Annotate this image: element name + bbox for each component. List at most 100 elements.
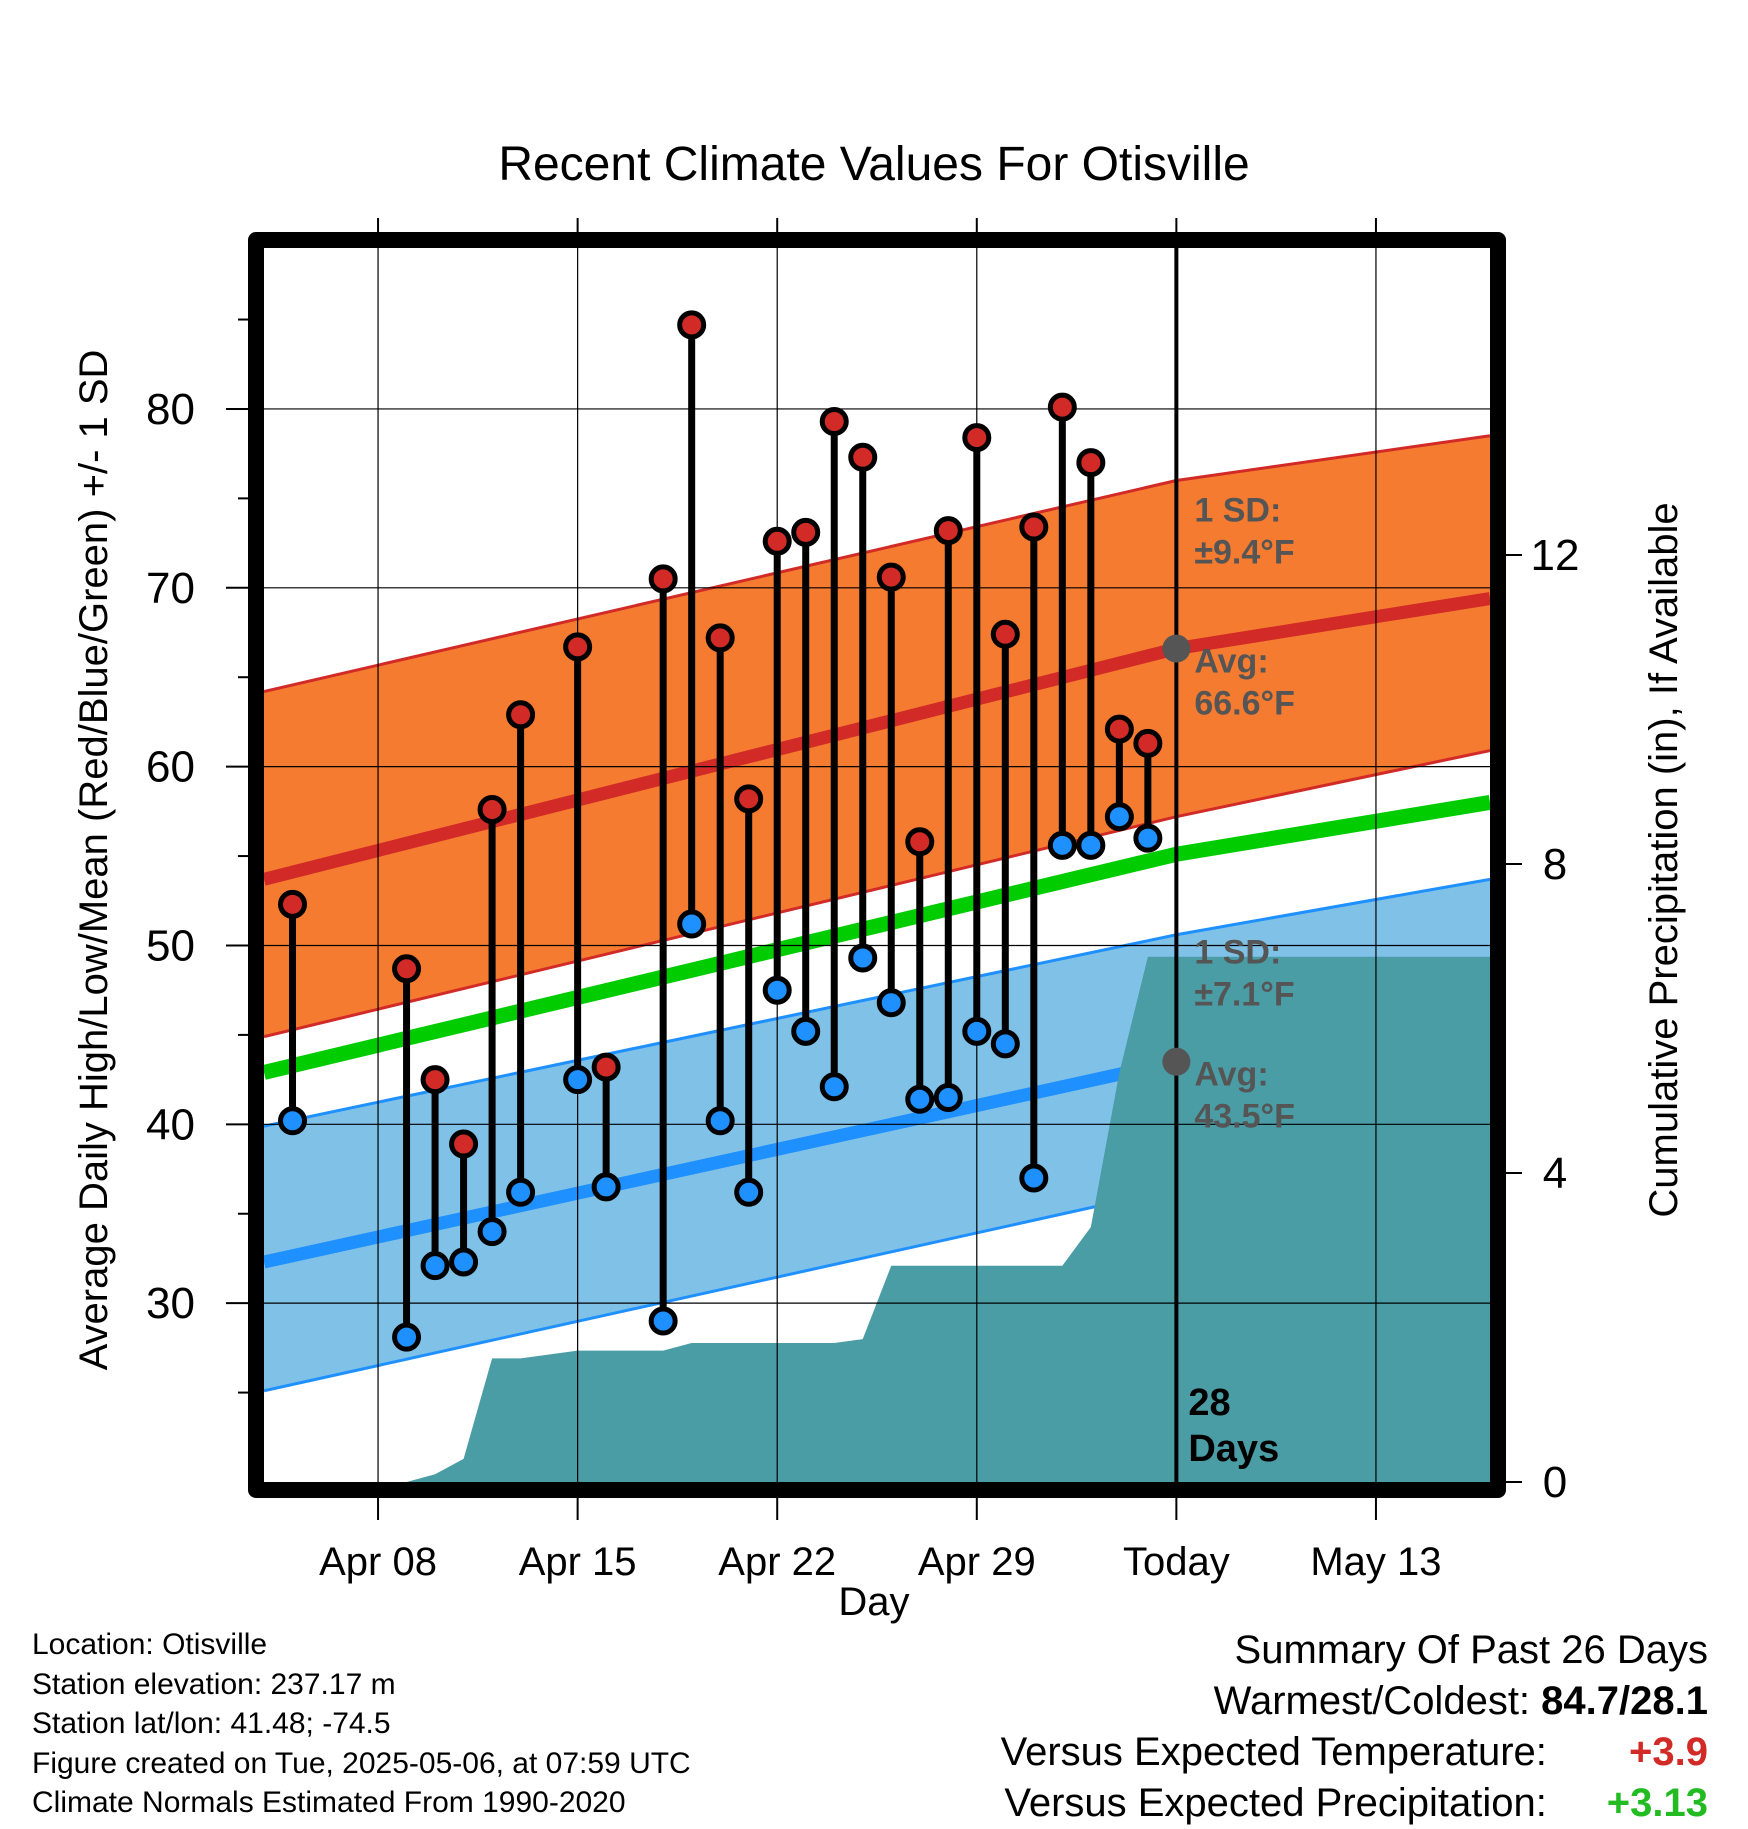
high-marker (1047, 392, 1077, 422)
high-marker (648, 564, 678, 594)
low-marker (1019, 1163, 1049, 1193)
annotation-avg-value: 43.5°F (1194, 1098, 1295, 1136)
low-marker (278, 1106, 308, 1136)
normal-today-dot (1162, 1047, 1191, 1076)
high-marker (591, 1052, 621, 1082)
high-marker (449, 1129, 479, 1159)
high-marker (962, 423, 992, 453)
annotation-sd-value: ±7.1°F (1194, 975, 1294, 1013)
low-marker (1133, 823, 1163, 853)
x-tick-label: Apr 29 (918, 1540, 1036, 1584)
high-marker (1019, 512, 1049, 542)
created-text: Figure created on Tue, 2025-05-06, at 07… (32, 1746, 691, 1780)
high-marker (1133, 728, 1163, 758)
low-marker (392, 1322, 422, 1352)
station-info: Location: Otisville Station elevation: 2… (32, 1625, 691, 1823)
annotation-avg-label: Avg: (1194, 643, 1268, 681)
high-marker (1076, 448, 1106, 478)
annotation-avg-value: 66.6°F (1194, 685, 1295, 723)
low-marker (962, 1016, 992, 1046)
low-marker (477, 1217, 507, 1247)
low-marker (990, 1029, 1020, 1059)
warmest-coldest-value: 84.7/28.1 (1541, 1679, 1708, 1723)
low-marker (591, 1172, 621, 1202)
low-marker (449, 1247, 479, 1277)
summary-title: Summary Of Past 26 Days (1234, 1628, 1708, 1672)
high-marker (819, 406, 849, 436)
high-marker (705, 623, 735, 653)
y-tick-label: 50 (146, 921, 195, 970)
y2-tick-label: 4 (1543, 1149, 1567, 1198)
high-marker (420, 1065, 450, 1095)
high-marker (848, 442, 878, 472)
high-sd-band (264, 435, 1490, 1037)
low-marker (420, 1251, 450, 1281)
high-marker (477, 795, 507, 825)
climate-chart: Recent Climate Values For Otisville 1 SD… (72, 138, 1686, 1624)
low-marker (506, 1177, 536, 1207)
low-marker (734, 1177, 764, 1207)
high-marker (392, 954, 422, 984)
y-tick-label: 30 (146, 1279, 195, 1328)
low-marker (1076, 830, 1106, 860)
normals-text: Climate Normals Estimated From 1990-2020 (32, 1786, 626, 1819)
plot-inner (264, 248, 1490, 1482)
high-marker (990, 619, 1020, 649)
low-marker (1047, 830, 1077, 860)
y-tick-label: 60 (146, 743, 195, 792)
high-marker (762, 526, 792, 556)
high-marker (905, 827, 935, 857)
low-marker (648, 1306, 678, 1336)
low-marker (848, 943, 878, 973)
warmest-coldest-label: Warmest/Coldest: (1213, 1679, 1531, 1723)
chart-title: Recent Climate Values For Otisville (498, 138, 1249, 191)
x-axis-label: Day (838, 1580, 909, 1624)
high-marker (734, 784, 764, 814)
low-marker (1104, 802, 1134, 832)
high-marker (876, 562, 906, 592)
y-tick-label: 40 (146, 1100, 195, 1149)
low-marker (677, 909, 707, 939)
low-marker (876, 988, 906, 1018)
temperature-label: Versus Expected Temperature: (1000, 1730, 1547, 1774)
summary-warmest-coldest: Warmest/Coldest: 84.7/28.1 (1001, 1676, 1708, 1727)
annotation-sd-value: ±9.4°F (1194, 534, 1294, 572)
high-marker (677, 310, 707, 340)
elevation-text: Station elevation: 237.17 m (32, 1667, 396, 1701)
y2-axis-label: Cumulative Precipitation (in), If Availa… (1642, 502, 1686, 1217)
x-tick-label: Today (1123, 1540, 1230, 1584)
annotation-sd-label: 1 SD: (1194, 933, 1281, 971)
high-marker (1104, 714, 1134, 744)
high-marker (278, 889, 308, 919)
window-days-label: Days (1188, 1428, 1279, 1470)
x-tick-label: Apr 15 (519, 1540, 637, 1584)
low-marker (563, 1065, 593, 1095)
low-marker (762, 975, 792, 1005)
summary-panel: Summary Of Past 26 Days Warmest/Coldest:… (1001, 1625, 1708, 1829)
precipitation-label: Versus Expected Precipitation: (1004, 1781, 1547, 1825)
low-marker (933, 1082, 963, 1112)
temperature-value: +3.9 (1629, 1730, 1708, 1774)
x-tick-label: Apr 22 (718, 1540, 836, 1584)
summary-temperature: Versus Expected Temperature: +3.9 (1001, 1727, 1708, 1778)
high-marker (933, 516, 963, 546)
y2-tick-label: 8 (1543, 840, 1567, 889)
x-tick-label: May 13 (1310, 1540, 1441, 1584)
precipitation-value: +3.13 (1606, 1781, 1708, 1825)
low-marker (819, 1072, 849, 1102)
annotation-avg-label: Avg: (1194, 1056, 1268, 1094)
normal-today-dot (1162, 634, 1191, 663)
high-marker (791, 517, 821, 547)
low-marker (705, 1106, 735, 1136)
summary-precipitation: Versus Expected Precipitation: +3.13 (1001, 1778, 1708, 1829)
high-marker (506, 700, 536, 730)
precip-area (264, 956, 1490, 1482)
annotation-sd-label: 1 SD: (1194, 492, 1281, 530)
y-tick-label: 80 (146, 385, 195, 434)
y2-tick-label: 0 (1543, 1458, 1567, 1507)
y2-tick-label: 12 (1531, 531, 1580, 580)
location-text: Location: Otisville (32, 1628, 268, 1661)
high-marker (563, 632, 593, 662)
y-tick-label: 70 (146, 564, 195, 613)
low-marker (905, 1084, 935, 1114)
